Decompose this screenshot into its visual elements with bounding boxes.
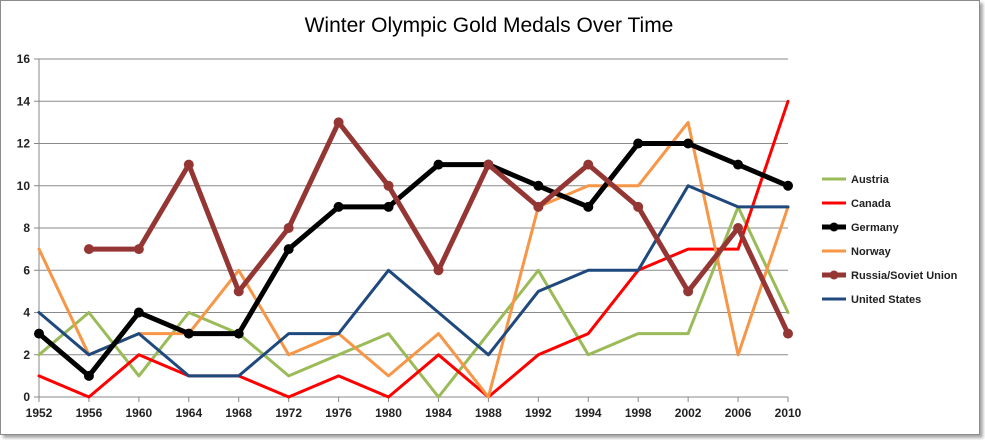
x-tick-label: 1972	[275, 406, 302, 420]
data-point	[34, 328, 44, 339]
x-tick-label: 1998	[625, 406, 652, 420]
series-canada	[37, 99, 790, 399]
legend-label: Canada	[851, 198, 892, 210]
data-point	[683, 138, 694, 149]
data-point	[83, 244, 94, 255]
legend-label: Austria	[851, 174, 890, 186]
data-point	[433, 159, 444, 170]
data-point	[483, 159, 494, 170]
data-point	[433, 265, 444, 276]
legend-marker	[829, 222, 839, 232]
data-point	[383, 180, 394, 191]
x-tick-label: 2010	[775, 406, 802, 420]
data-point	[283, 223, 294, 233]
data-point	[383, 201, 394, 212]
x-tick-label: 1956	[76, 406, 103, 420]
data-point	[533, 201, 544, 212]
series-line	[37, 184, 790, 378]
data-point	[733, 159, 744, 170]
x-tick-label: 2006	[725, 406, 752, 420]
series-line	[37, 120, 790, 399]
y-tick-labels: 0 2 4 6 8 10 12 14 16	[17, 52, 39, 404]
data-point	[633, 201, 644, 212]
y-tick-label: 14	[17, 94, 31, 108]
y-tick-label: 6	[23, 263, 30, 277]
x-tick-label: 1952	[26, 406, 53, 420]
data-point	[333, 117, 344, 128]
legend-marker	[829, 270, 839, 280]
legend-item: Norway	[822, 246, 892, 258]
data-point	[633, 138, 644, 149]
legend-label: Germany	[851, 222, 900, 234]
data-point	[533, 180, 544, 191]
x-tick-label: 1984	[425, 406, 452, 420]
x-tick-label: 1992	[525, 406, 552, 420]
y-tick-label: 12	[17, 137, 31, 151]
y-tick-label: 4	[23, 306, 30, 320]
data-point	[233, 286, 244, 297]
data-point	[783, 180, 793, 191]
legend-label: United States	[851, 294, 921, 306]
data-point	[183, 159, 194, 170]
legend-item: Russia/Soviet Union	[822, 270, 958, 282]
x-tick-label: 1960	[126, 406, 153, 420]
data-point	[333, 201, 344, 212]
x-tick-label: 1976	[325, 406, 352, 420]
legend-label: Norway	[851, 246, 892, 258]
data-point	[233, 328, 244, 339]
legend-label: Russia/Soviet Union	[851, 270, 958, 282]
x-tick-label: 1964	[175, 406, 202, 420]
legend-item: Germany	[822, 222, 900, 234]
y-tick-label: 8	[23, 221, 30, 235]
x-tick-label: 1994	[575, 406, 602, 420]
data-point	[583, 159, 594, 170]
x-tick-label: 1968	[225, 406, 252, 420]
y-tick-label: 16	[17, 52, 31, 66]
data-point	[133, 244, 144, 255]
series-line	[36, 141, 791, 379]
series-lines	[34, 99, 793, 399]
data-point	[733, 223, 744, 233]
data-point	[83, 370, 94, 381]
legend-item: Austria	[822, 174, 890, 186]
x-tick-label: 1980	[375, 406, 402, 420]
series-russia-soviet-union	[83, 117, 793, 339]
y-tick-label: 0	[23, 390, 30, 404]
chart-title: Winter Olympic Gold Medals Over Time	[304, 14, 674, 37]
legend-item: United States	[822, 294, 921, 306]
legend-item: Canada	[822, 198, 892, 210]
series-germany	[34, 138, 793, 381]
y-tick-label: 10	[17, 179, 31, 193]
legend: Austria Canada Germany Norway Russia/Soviet …	[822, 174, 958, 306]
y-tick-label: 2	[23, 348, 30, 362]
data-point	[133, 307, 144, 318]
x-tick-labels: 1952 1956 1960 1964 1968 1972 1976 1980 1984 1988…	[26, 397, 802, 420]
data-point	[583, 201, 594, 212]
data-point	[283, 244, 294, 255]
data-point	[183, 328, 194, 339]
series-line	[37, 205, 790, 399]
data-point	[683, 286, 694, 297]
x-tick-label: 1988	[475, 406, 502, 420]
series-united-states	[37, 184, 790, 378]
series-norway	[37, 120, 790, 399]
x-tick-label: 2002	[675, 406, 702, 420]
series-austria	[37, 205, 790, 399]
series-line	[37, 99, 790, 399]
data-point	[783, 328, 793, 339]
